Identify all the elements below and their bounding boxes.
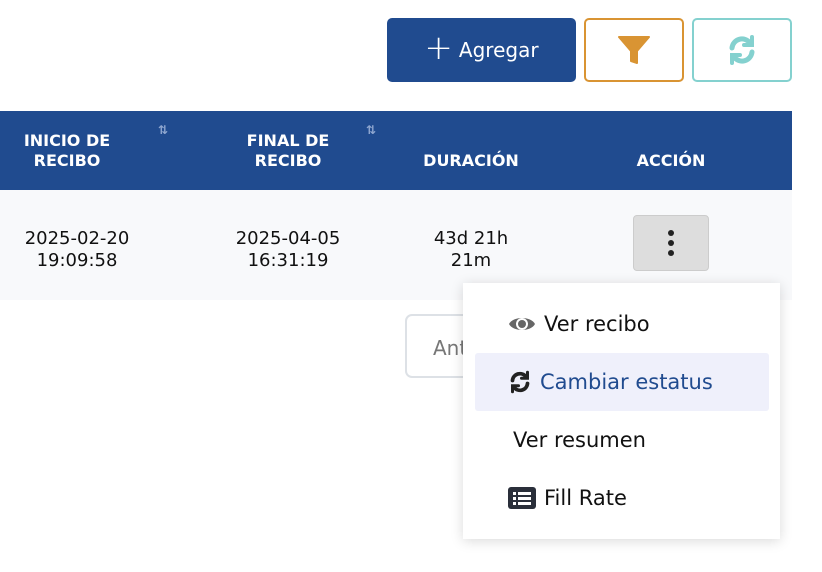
menu-item-cambiar-estatus[interactable]: Cambiar estatus: [475, 353, 769, 411]
menu-item-fill-rate[interactable]: Fill Rate: [475, 469, 769, 527]
table-header: INICIO DE RECIBO ⇅ FINAL DE RECIBO ⇅ DUR…: [0, 111, 792, 190]
header-final[interactable]: FINAL DE RECIBO: [246, 131, 330, 170]
menu-item-ver-recibo[interactable]: Ver recibo: [475, 295, 769, 353]
table-row: 2025-02-20 19:09:58 2025-04-05 16:31:19 …: [0, 190, 792, 300]
add-label: Agregar: [458, 38, 539, 62]
add-button[interactable]: + Agregar: [387, 18, 576, 82]
sync-icon: [510, 370, 530, 394]
refresh-icon: [729, 35, 755, 65]
filter-button[interactable]: [584, 18, 684, 82]
header-accion: ACCIÓN: [636, 151, 706, 170]
plus-icon: +: [424, 28, 453, 68]
sort-icon[interactable]: ⇅: [158, 123, 169, 137]
cell-duracion: 43d 21h 21m: [433, 228, 509, 271]
eye-icon: [509, 318, 535, 330]
header-duracion: DURACIÓN: [423, 151, 519, 170]
cell-inicio: 2025-02-20 19:09:58: [24, 228, 130, 271]
refresh-button[interactable]: [692, 18, 792, 82]
actions-menu-button[interactable]: [633, 215, 709, 271]
header-inicio[interactable]: INICIO DE RECIBO: [23, 131, 111, 170]
actions-dropdown: Ver recibo Cambiar estatus Ver resumen F…: [463, 283, 780, 539]
sort-icon[interactable]: ⇅: [366, 123, 377, 137]
list-icon: [508, 487, 536, 509]
menu-item-ver-resumen[interactable]: Ver resumen: [513, 428, 646, 452]
filter-icon: [618, 36, 650, 64]
cell-final: 2025-04-05 16:31:19: [235, 228, 341, 271]
kebab-icon: [668, 230, 674, 236]
